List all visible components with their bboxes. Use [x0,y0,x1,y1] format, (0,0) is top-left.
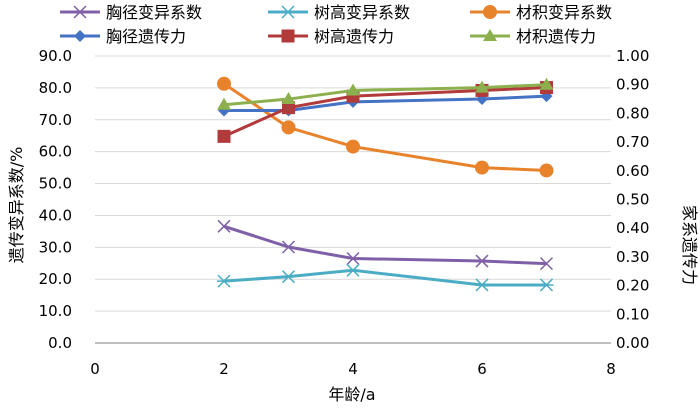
right-y-tick-label: 0.40 [616,219,649,237]
legend-label: 树高变异系数 [314,3,410,22]
legend-swatch-marker [73,5,87,19]
legend-label: 胸径遗传力 [106,27,186,46]
legend-label: 材积变异系数 [516,3,612,22]
data-point [475,80,489,93]
x-tick-label: 6 [477,360,487,378]
legend-item: 树高变异系数 [268,3,410,22]
data-point [217,76,231,91]
legend-label: 树高遗传力 [314,27,394,46]
series-line [223,82,547,172]
right-y-tick-label: 0.10 [616,305,649,323]
data-point [217,97,231,110]
legend-item: 胸径变异系数 [60,3,202,22]
right-y-tick-label: 0.30 [616,248,649,266]
right-y-tick-label: 0.90 [616,76,649,94]
x-tick-label: 8 [606,360,616,378]
right-y-tick-label: 0.50 [616,191,649,209]
data-point [475,160,489,175]
legend-item: 材积变异系数 [470,3,612,22]
data-point [281,270,296,284]
legend-swatch-marker [74,30,86,42]
data-point [346,83,360,96]
series [217,219,554,271]
x-tick-label: 4 [348,360,358,378]
data-point [539,257,554,271]
right-y-tick-label: 0.20 [616,277,649,295]
x-axis-title: 年龄/a [328,385,375,404]
series [217,76,554,178]
x-tick-label: 0 [90,360,100,378]
left-y-tick-label: 40.0 [39,206,72,224]
data-point [475,278,489,292]
data-point [346,251,360,266]
series-line [224,94,547,113]
legend-label: 材积遗传力 [516,27,596,46]
data-point [346,263,360,277]
legend-item: 树高遗传力 [268,27,394,46]
series-line [223,224,547,266]
series [217,263,554,292]
right-y-tick-label: 0.00 [616,334,649,352]
legend-swatch-marker [483,29,497,41]
data-point [282,101,295,115]
left-y-tick-label: 60.0 [39,143,72,161]
left-y-tick-label: 90.0 [39,47,72,65]
left-y-tick-label: 30.0 [39,238,72,256]
right-y-tick-label: 0.80 [616,104,649,122]
right-y-tick-label: 0.60 [616,162,649,180]
legend-swatch-marker [483,5,497,19]
left-y-tick-label: 80.0 [39,79,72,97]
right-y-axis-ticks: 0.00 0.10 0.20 0.30 0.40 0.50 0.60 0.70 0.80 0.90… [616,47,649,352]
left-y-tick-label: 50.0 [39,175,72,193]
right-y-tick-label: 1.00 [616,47,649,65]
data-point [217,274,231,288]
legend-item: 材积遗传力 [470,27,596,46]
data-point [539,77,554,90]
legend-swatch-marker [281,29,295,43]
data-point [539,163,554,178]
right-y-axis-title: 家系遗传力 [680,205,699,285]
series-layer [217,76,554,292]
data-point [281,240,296,254]
left-y-tick-label: 0.0 [48,334,72,352]
left-y-axis-title: 遗传变异系数/% [7,147,26,264]
data-point [475,254,489,268]
x-axis-ticks: 0 2 4 6 8 [90,360,616,378]
left-y-axis-ticks: 0.0 10.0 20.0 30.0 40.0 50.0 60.0 70.0 80.0 90.0 [39,47,72,352]
data-point [346,139,360,154]
right-y-tick-label: 0.70 [616,133,649,151]
legend-label: 胸径变异系数 [106,3,202,22]
data-point [281,92,296,105]
data-point [281,120,296,135]
legend-item: 胸径遗传力 [60,27,186,46]
left-y-tick-label: 20.0 [39,270,72,288]
legend-swatch-marker [281,5,295,19]
data-point [217,129,231,143]
left-y-tick-label: 70.0 [39,111,72,129]
series [217,77,554,110]
left-y-tick-label: 10.0 [39,302,72,320]
data-point [539,278,554,292]
x-tick-label: 2 [219,360,229,378]
series-line [223,268,547,287]
data-point [217,219,231,233]
